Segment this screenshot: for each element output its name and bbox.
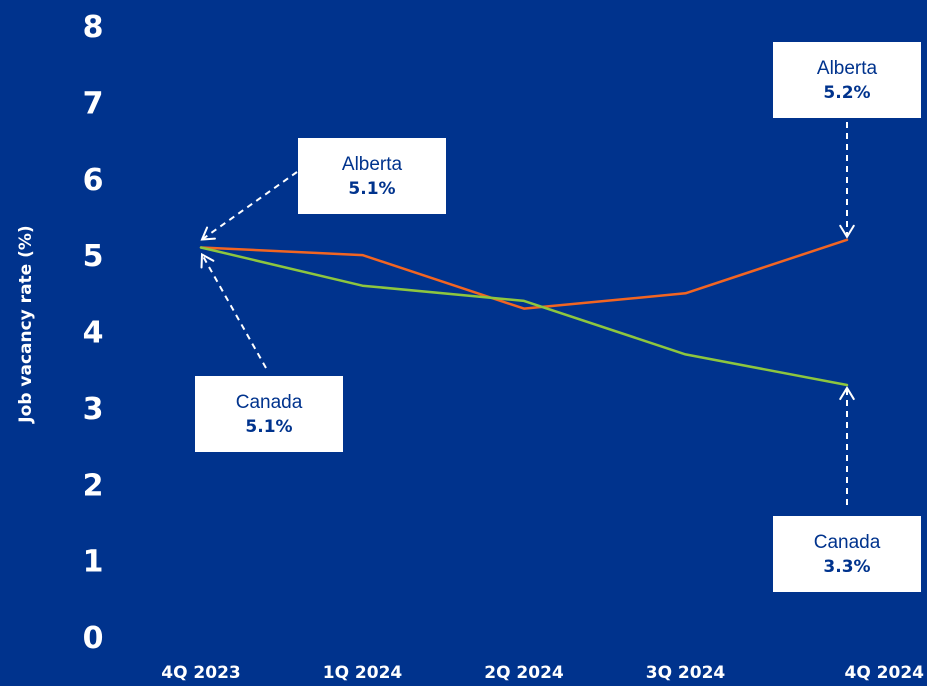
y-tick-label: 4 bbox=[83, 316, 104, 351]
x-tick-label: 4Q 2023 bbox=[161, 663, 241, 683]
arrow-canada-end bbox=[839, 386, 855, 505]
y-tick-label: 8 bbox=[83, 10, 104, 45]
callout-series-name: Alberta bbox=[816, 57, 878, 79]
y-tick-label: 0 bbox=[83, 621, 104, 656]
x-axis: 4Q 2023 1Q 2024 2Q 2024 3Q 2024 4Q 2024 bbox=[161, 663, 924, 683]
callout-value: 5.2% bbox=[823, 82, 871, 103]
series-line-canada bbox=[199, 246, 849, 387]
callout-alberta-end: Alberta 5.2% bbox=[773, 42, 921, 118]
y-axis-label: Job vacancy rate (%) bbox=[16, 225, 36, 423]
callout-canada-end: Canada 3.3% bbox=[773, 516, 921, 592]
x-tick-label: 2Q 2024 bbox=[484, 663, 564, 683]
callout-canada-start: Canada 5.1% bbox=[195, 376, 343, 452]
y-tick-label: 7 bbox=[83, 86, 104, 121]
arrow-canada-start bbox=[200, 252, 267, 369]
callout-series-name: Canada bbox=[813, 531, 881, 553]
y-tick-label: 5 bbox=[83, 239, 104, 274]
x-tick-label: 4Q 2024 bbox=[844, 663, 924, 683]
callout-value: 5.1% bbox=[245, 416, 293, 437]
series-line-alberta bbox=[199, 238, 849, 310]
callout-value: 5.1% bbox=[348, 178, 396, 199]
callout-series-name: Alberta bbox=[341, 153, 403, 175]
callout-series-name: Canada bbox=[235, 391, 303, 413]
x-tick-label: 3Q 2024 bbox=[646, 663, 726, 683]
callout-alberta-start: Alberta 5.1% bbox=[298, 138, 446, 214]
arrow-alberta-start bbox=[200, 171, 298, 241]
y-tick-label: 6 bbox=[83, 163, 104, 198]
arrow-alberta-end bbox=[839, 122, 855, 239]
y-tick-label: 3 bbox=[83, 392, 104, 427]
annotation-arrows bbox=[200, 122, 855, 505]
series-lines bbox=[199, 238, 849, 387]
y-tick-label: 2 bbox=[83, 468, 104, 503]
y-axis: 0 1 2 3 4 5 6 7 8 bbox=[83, 10, 104, 656]
callout-value: 3.3% bbox=[823, 556, 871, 577]
x-tick-label: 1Q 2024 bbox=[323, 663, 403, 683]
y-tick-label: 1 bbox=[83, 545, 104, 580]
